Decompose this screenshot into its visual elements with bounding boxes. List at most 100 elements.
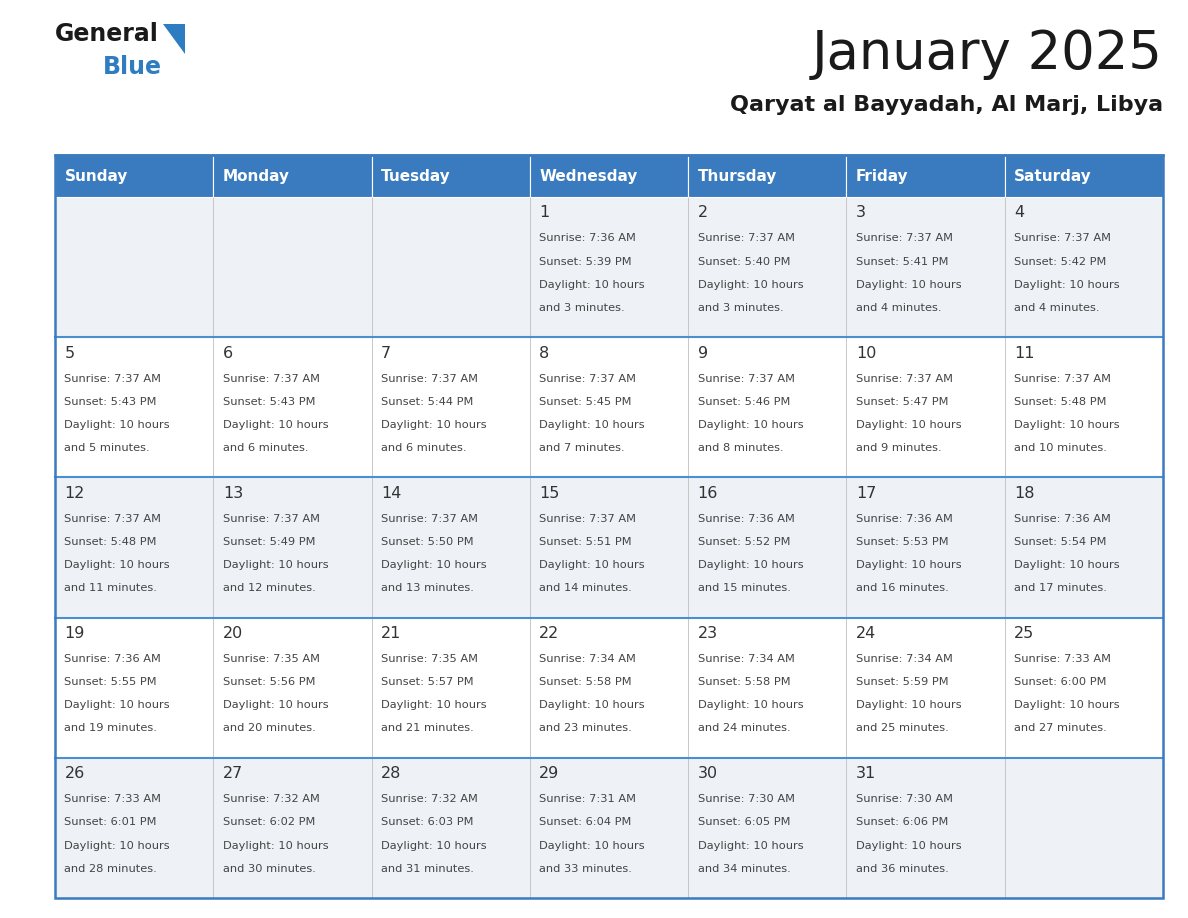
Text: and 36 minutes.: and 36 minutes.: [855, 864, 949, 874]
Bar: [55, 155, 1163, 898]
Text: Daylight: 10 hours: Daylight: 10 hours: [64, 420, 170, 430]
Text: Sunset: 5:57 PM: Sunset: 5:57 PM: [381, 677, 474, 688]
Bar: [846, 757, 1005, 898]
Text: General: General: [55, 22, 159, 46]
Bar: [372, 477, 530, 618]
Text: Sunrise: 7:34 AM: Sunrise: 7:34 AM: [855, 654, 953, 664]
Text: and 34 minutes.: and 34 minutes.: [697, 864, 790, 874]
Text: 17: 17: [855, 486, 877, 501]
Text: January 2025: January 2025: [813, 28, 1163, 80]
Bar: [530, 197, 688, 337]
Text: Sunset: 5:55 PM: Sunset: 5:55 PM: [64, 677, 157, 688]
Text: Daylight: 10 hours: Daylight: 10 hours: [697, 841, 803, 850]
Text: 5: 5: [64, 345, 75, 361]
Text: Sunrise: 7:37 AM: Sunrise: 7:37 AM: [223, 374, 320, 384]
Text: Sunset: 5:48 PM: Sunset: 5:48 PM: [64, 537, 157, 547]
Text: 19: 19: [64, 626, 84, 641]
Text: Sunset: 5:48 PM: Sunset: 5:48 PM: [1015, 397, 1107, 407]
Text: 22: 22: [539, 626, 560, 641]
Text: Daylight: 10 hours: Daylight: 10 hours: [381, 841, 487, 850]
Text: and 11 minutes.: and 11 minutes.: [64, 583, 157, 593]
Text: Sunrise: 7:37 AM: Sunrise: 7:37 AM: [64, 374, 162, 384]
Text: Sunset: 5:59 PM: Sunset: 5:59 PM: [855, 677, 948, 688]
Text: Daylight: 10 hours: Daylight: 10 hours: [855, 280, 961, 290]
Text: Monday: Monday: [223, 169, 290, 184]
Text: Sunset: 5:58 PM: Sunset: 5:58 PM: [539, 677, 632, 688]
Bar: [1005, 197, 1163, 337]
Text: Sunrise: 7:36 AM: Sunrise: 7:36 AM: [64, 654, 162, 664]
Text: Daylight: 10 hours: Daylight: 10 hours: [855, 420, 961, 430]
Text: 13: 13: [223, 486, 244, 501]
Bar: [214, 477, 372, 618]
Text: Sunrise: 7:37 AM: Sunrise: 7:37 AM: [64, 514, 162, 524]
Text: 21: 21: [381, 626, 402, 641]
Text: Sunrise: 7:31 AM: Sunrise: 7:31 AM: [539, 794, 637, 804]
Text: Sunrise: 7:32 AM: Sunrise: 7:32 AM: [381, 794, 478, 804]
Text: Daylight: 10 hours: Daylight: 10 hours: [1015, 280, 1120, 290]
Text: and 27 minutes.: and 27 minutes.: [1015, 723, 1107, 733]
Text: Daylight: 10 hours: Daylight: 10 hours: [697, 700, 803, 711]
Text: Daylight: 10 hours: Daylight: 10 hours: [855, 841, 961, 850]
Text: 2: 2: [697, 206, 708, 220]
Text: and 3 minutes.: and 3 minutes.: [697, 303, 783, 313]
Text: Sunrise: 7:37 AM: Sunrise: 7:37 AM: [539, 514, 637, 524]
Text: Sunrise: 7:37 AM: Sunrise: 7:37 AM: [381, 374, 478, 384]
Text: Sunset: 5:51 PM: Sunset: 5:51 PM: [539, 537, 632, 547]
Text: and 10 minutes.: and 10 minutes.: [1015, 443, 1107, 453]
Text: Sunday: Sunday: [64, 169, 128, 184]
Text: Saturday: Saturday: [1015, 169, 1092, 184]
Text: 25: 25: [1015, 626, 1035, 641]
Text: Sunrise: 7:33 AM: Sunrise: 7:33 AM: [1015, 654, 1111, 664]
Text: 7: 7: [381, 345, 391, 361]
Bar: [530, 155, 688, 197]
Bar: [530, 618, 688, 757]
Text: Wednesday: Wednesday: [539, 169, 638, 184]
Bar: [688, 477, 846, 618]
Text: Daylight: 10 hours: Daylight: 10 hours: [697, 560, 803, 570]
Bar: [372, 197, 530, 337]
Bar: [55, 477, 214, 618]
Text: Sunset: 5:49 PM: Sunset: 5:49 PM: [223, 537, 315, 547]
Text: Sunrise: 7:37 AM: Sunrise: 7:37 AM: [697, 374, 795, 384]
Text: Sunrise: 7:30 AM: Sunrise: 7:30 AM: [697, 794, 795, 804]
Text: 11: 11: [1015, 345, 1035, 361]
Bar: [846, 337, 1005, 477]
Text: Daylight: 10 hours: Daylight: 10 hours: [539, 700, 645, 711]
Text: Sunset: 6:01 PM: Sunset: 6:01 PM: [64, 817, 157, 827]
Text: Sunrise: 7:35 AM: Sunrise: 7:35 AM: [381, 654, 478, 664]
Text: Sunrise: 7:37 AM: Sunrise: 7:37 AM: [697, 233, 795, 243]
Text: Daylight: 10 hours: Daylight: 10 hours: [223, 420, 328, 430]
Text: Sunset: 5:53 PM: Sunset: 5:53 PM: [855, 537, 948, 547]
Text: Sunset: 5:44 PM: Sunset: 5:44 PM: [381, 397, 474, 407]
Text: 23: 23: [697, 626, 718, 641]
Text: and 6 minutes.: and 6 minutes.: [223, 443, 308, 453]
Text: Sunrise: 7:36 AM: Sunrise: 7:36 AM: [697, 514, 795, 524]
Text: and 15 minutes.: and 15 minutes.: [697, 583, 790, 593]
Text: Daylight: 10 hours: Daylight: 10 hours: [539, 420, 645, 430]
Text: Daylight: 10 hours: Daylight: 10 hours: [697, 420, 803, 430]
Text: 28: 28: [381, 767, 402, 781]
Bar: [846, 618, 1005, 757]
Bar: [1005, 477, 1163, 618]
Text: Sunrise: 7:37 AM: Sunrise: 7:37 AM: [223, 514, 320, 524]
Text: 24: 24: [855, 626, 877, 641]
Text: Daylight: 10 hours: Daylight: 10 hours: [697, 280, 803, 290]
Text: 31: 31: [855, 767, 877, 781]
Text: 8: 8: [539, 345, 550, 361]
Text: and 17 minutes.: and 17 minutes.: [1015, 583, 1107, 593]
Bar: [372, 337, 530, 477]
Text: Sunset: 6:00 PM: Sunset: 6:00 PM: [1015, 677, 1107, 688]
Text: Sunrise: 7:36 AM: Sunrise: 7:36 AM: [855, 514, 953, 524]
Text: Daylight: 10 hours: Daylight: 10 hours: [381, 560, 487, 570]
Text: Sunset: 6:03 PM: Sunset: 6:03 PM: [381, 817, 474, 827]
Text: Sunset: 5:39 PM: Sunset: 5:39 PM: [539, 257, 632, 266]
Text: Sunset: 5:54 PM: Sunset: 5:54 PM: [1015, 537, 1107, 547]
Bar: [372, 757, 530, 898]
Text: Sunset: 5:56 PM: Sunset: 5:56 PM: [223, 677, 315, 688]
Bar: [214, 337, 372, 477]
Text: Sunset: 5:50 PM: Sunset: 5:50 PM: [381, 537, 474, 547]
Text: Sunrise: 7:33 AM: Sunrise: 7:33 AM: [64, 794, 162, 804]
Text: Qaryat al Bayyadah, Al Marj, Libya: Qaryat al Bayyadah, Al Marj, Libya: [729, 95, 1163, 115]
Text: and 8 minutes.: and 8 minutes.: [697, 443, 783, 453]
Text: and 16 minutes.: and 16 minutes.: [855, 583, 949, 593]
